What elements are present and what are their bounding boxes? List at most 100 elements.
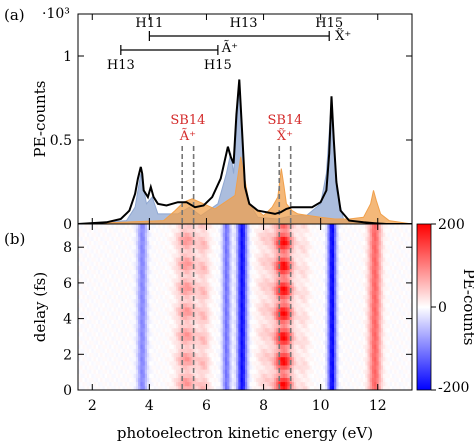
heatmap-cell [345, 307, 348, 312]
heatmap-cell [140, 269, 143, 275]
heatmap-cell [167, 257, 170, 262]
heatmap-cell [149, 352, 152, 358]
heatmap-cell [349, 377, 353, 383]
heatmap-cell [253, 356, 257, 362]
heatmap-cell [342, 327, 346, 333]
heatmap-cell [405, 273, 408, 279]
heatmap-cell [336, 257, 339, 262]
heatmap-cell [383, 290, 386, 295]
heatmap-cell [129, 369, 132, 374]
heatmap-cell [182, 323, 186, 329]
heatmap-cell [260, 348, 264, 354]
heatmap-cell [102, 327, 106, 333]
heatmap-cell [338, 315, 342, 320]
heatmap-cell [307, 344, 310, 349]
heatmap-cell [82, 290, 86, 295]
heatmap-cell [120, 373, 123, 378]
heatmap-cell [329, 369, 333, 374]
heatmap-cell [149, 302, 152, 308]
heatmap-cell [314, 319, 317, 324]
heatmap-cell [334, 319, 337, 324]
heatmap-cell [82, 294, 86, 300]
heatmap-cell [86, 311, 90, 316]
heatmap-cell [167, 294, 170, 300]
heatmap-cell [356, 286, 359, 291]
heatmap-cell [360, 348, 364, 354]
heatmap-cell [109, 377, 112, 383]
heatmap-cell [347, 377, 351, 383]
heatmap-cell [329, 352, 333, 358]
heatmap-cell [398, 373, 402, 378]
heatmap-cell [249, 311, 253, 316]
heatmap-cell [280, 302, 284, 308]
heatmap-cell [356, 331, 359, 337]
heatmap-cell [198, 319, 201, 324]
heatmap-cell [109, 348, 112, 354]
heatmap-cell [196, 315, 199, 320]
heatmap-cell [280, 336, 284, 341]
heatmap-cell [106, 302, 110, 308]
heatmap-cell [216, 253, 219, 258]
heatmap-cell [142, 298, 146, 304]
heatmap-cell [245, 282, 248, 287]
heatmap-cell [282, 269, 286, 275]
heatmap-cell [167, 385, 170, 391]
heatmap-cell [342, 290, 346, 295]
heatmap-cell [78, 373, 81, 378]
heatmap-cell [135, 352, 139, 358]
heatmap-cell [293, 365, 297, 370]
heatmap-cell [320, 331, 324, 337]
heatmap-cell [309, 340, 313, 345]
heatmap-cell [187, 257, 190, 262]
heatmap-cell [233, 373, 237, 378]
heatmap-cell [98, 373, 101, 378]
heatmap-cell [273, 373, 277, 378]
heatmap-cell [394, 273, 397, 279]
heatmap-cell [184, 360, 188, 366]
heatmap-cell [291, 298, 295, 304]
heatmap-cell [200, 336, 204, 341]
heatmap-cell [307, 365, 310, 370]
heatmap-cell [305, 257, 308, 262]
heatmap-cell [193, 315, 197, 320]
heatmap-cell [93, 381, 97, 387]
heatmap-cell [218, 307, 221, 312]
heatmap-cell [329, 282, 333, 287]
heatmap-cell [95, 277, 99, 283]
heatmap-cell [240, 331, 244, 337]
heatmap-cell [271, 286, 275, 291]
heatmap-cell [256, 269, 259, 275]
heatmap-cell [133, 315, 137, 320]
heatmap-cell [376, 311, 379, 316]
heatmap-cell [211, 311, 215, 316]
heatmap-cell [102, 286, 106, 291]
heatmap-cell [409, 282, 413, 287]
heatmap-cell [371, 302, 375, 308]
heatmap-cell [106, 298, 110, 304]
heatmap-cell [160, 365, 164, 370]
heatmap-cell [218, 381, 221, 387]
heatmap-cell [211, 377, 215, 383]
heatmap-cell [385, 348, 388, 354]
heatmap-cell [291, 307, 295, 312]
heatmap-cell [82, 282, 86, 287]
heatmap-cell [320, 381, 324, 387]
heatmap-cell [338, 261, 342, 266]
heatmap-cell [278, 253, 282, 258]
heatmap-cell [256, 302, 259, 308]
heatmap-cell [173, 253, 177, 258]
heatmap-cell [318, 315, 322, 320]
heatmap-cell [396, 290, 400, 295]
heatmap-cell [209, 282, 212, 287]
heatmap-cell [189, 302, 192, 308]
heatmap-cell [396, 340, 400, 345]
heatmap-cell [126, 373, 130, 378]
heatmap-cell [316, 298, 319, 304]
heatmap-cell [91, 381, 94, 387]
heatmap-cell [400, 269, 404, 275]
heatmap-cell [391, 257, 395, 262]
heatmap-cell [305, 290, 308, 295]
heatmap-cell [126, 273, 130, 279]
heatmap-cell [224, 336, 228, 341]
heatmap-cell [371, 369, 375, 374]
